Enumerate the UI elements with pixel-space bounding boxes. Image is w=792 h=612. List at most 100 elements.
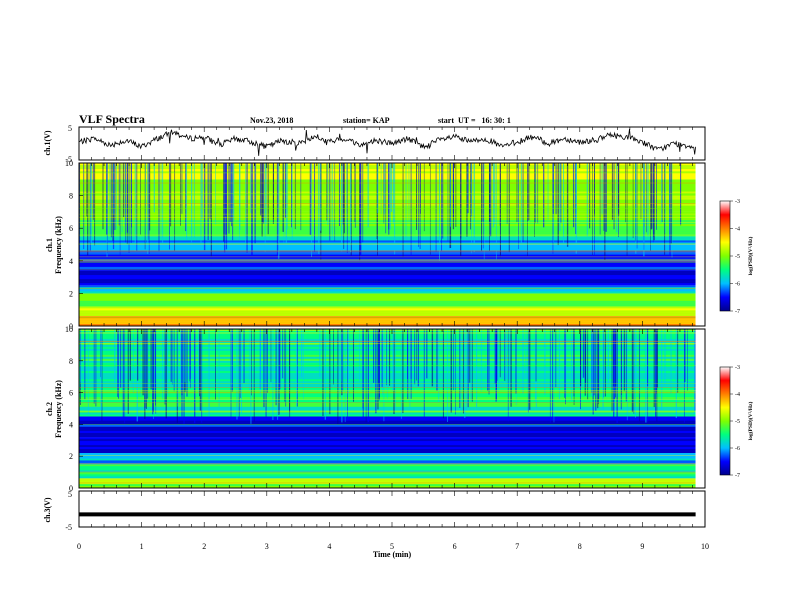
ch2-colorbar-gradient — [720, 367, 730, 475]
spectrogram-row — [79, 289, 696, 292]
ch1-spectrogram-yticks: 0 2 4 6 8 10 — [65, 159, 83, 331]
spectrogram-row — [79, 297, 696, 299]
spectrogram-row — [79, 203, 696, 206]
colorbar-tick-label: -7 — [735, 309, 740, 315]
spectrogram-row — [79, 408, 696, 411]
spectrogram-row — [79, 262, 696, 265]
spectrogram-row — [79, 466, 696, 469]
xtick-label-6: 6 — [453, 542, 457, 551]
ch3-waveform-xticks — [78, 491, 706, 527]
spectrogram-row — [79, 191, 696, 194]
spectrogram-row — [79, 464, 696, 467]
spectrogram-row — [79, 428, 696, 431]
spectrogram-row — [79, 445, 696, 448]
spectrogram-row — [79, 401, 696, 403]
spectrogram-row — [79, 458, 696, 461]
spectrogram-row — [79, 163, 696, 166]
spectrogram-row — [79, 177, 696, 180]
ch1-colorbar-ticks: -3 -4 -5 -6 -7 — [730, 199, 740, 315]
spectrogram-row — [79, 439, 696, 442]
spectrogram-row — [79, 460, 696, 463]
spectrogram-row — [79, 422, 696, 425]
figure-station: station= KAP — [343, 116, 390, 125]
ch2-spectrogram-ytick-label: 0 — [69, 484, 73, 493]
xtick-label-10: 10 — [701, 542, 709, 551]
ch3-ytick-bottom: -5 — [65, 523, 72, 532]
spectrogram-row — [79, 435, 696, 438]
spectrogram-row — [79, 224, 696, 227]
colorbar-tick-label: -5 — [735, 419, 740, 425]
ch1-waveform-panel: 5 -5 ch.1(V) — [43, 124, 706, 164]
trace-line — [78, 128, 696, 156]
colorbar-tick-label: -7 — [735, 473, 740, 479]
spectrogram-row — [79, 312, 696, 315]
spectrogram-row — [79, 437, 696, 440]
spectrogram-row — [79, 187, 696, 190]
colorbar-tick-label: -5 — [735, 254, 740, 260]
spectrogram-row — [79, 404, 696, 407]
ch2-spectrogram-panel: 0 2 4 6 8 10 ch.2 Frequency (kHz) — [45, 325, 706, 493]
spectrogram-row — [79, 279, 696, 282]
xtick-label-7: 7 — [515, 542, 519, 551]
spectrogram-row — [79, 302, 696, 305]
xtick-label-2: 2 — [202, 542, 206, 551]
spectrogram-row — [79, 308, 696, 311]
ch2-colorbar: -3 -4 -5 -6 -7 log(PSD)(V²/Hz) — [719, 365, 754, 479]
ch1-spectrogram-ytick-label: 8 — [69, 192, 73, 201]
spectrogram-row — [79, 468, 696, 471]
spectrogram-row — [79, 222, 696, 225]
figure-title: VLF Spectra — [79, 112, 145, 126]
spectrogram-row — [79, 175, 696, 178]
xtick-label-8: 8 — [578, 542, 582, 551]
spectrogram-row — [79, 183, 696, 186]
spectrogram-row — [79, 486, 696, 488]
spectrogram-row — [79, 209, 696, 212]
spectrogram-row — [79, 273, 696, 276]
ch1-spectrogram-ytick-label: 6 — [69, 224, 73, 233]
spectrogram-row — [79, 441, 696, 444]
spectrogram-row — [79, 449, 696, 452]
ch2-spectrogram-yticks: 0 2 4 6 8 10 — [65, 325, 83, 493]
spectrogram-row — [79, 399, 696, 402]
spectrogram-row — [79, 226, 696, 229]
ch3-waveform-frame — [78, 490, 706, 528]
ch2-spectrogram-ytick-label: 10 — [65, 325, 73, 334]
spectrogram-row — [79, 484, 696, 487]
spectrogram-row — [79, 420, 696, 423]
spectrogram-row — [79, 412, 696, 415]
spectrogram-row — [79, 283, 696, 286]
spectrogram-row — [79, 213, 696, 216]
ch1-spectrogram-xticks — [78, 163, 706, 326]
spectrogram-row — [79, 256, 696, 259]
spectrogram-row — [79, 277, 696, 280]
spectrogram-row — [79, 169, 696, 172]
ch1-colorbar-gradient — [720, 201, 730, 311]
spectrogram-row — [79, 304, 696, 307]
xtick-label-5: 5 — [390, 542, 394, 551]
ch2-spectrogram-image — [79, 329, 705, 488]
colorbar-tick-label: -4 — [735, 392, 740, 398]
spectrogram-row — [79, 482, 696, 485]
colorbar-tick-label: -3 — [735, 365, 740, 371]
spectrogram-row — [79, 293, 696, 296]
ch2-spectrogram-ylabel-channel: ch.2 — [45, 402, 54, 416]
spectrogram-row — [79, 285, 696, 288]
ch1-colorbar-label: log(PSD)(V²/Hz) — [747, 237, 754, 276]
spectrogram-row — [79, 238, 696, 241]
spectrogram-row — [79, 165, 696, 168]
spectrogram-row — [79, 470, 696, 473]
ch1-waveform-ylabel: ch.1(V) — [43, 130, 52, 155]
spectrogram-row — [79, 402, 696, 405]
ch1-spectrogram-ytick-label: 2 — [69, 289, 73, 298]
spectrogram-row — [79, 260, 696, 263]
spectrogram-row — [79, 414, 696, 417]
spectrogram-row — [79, 236, 696, 239]
ch2-spectrogram-xticks — [78, 329, 706, 488]
spectrogram-row — [79, 281, 696, 284]
spectrogram-row — [79, 416, 696, 419]
xaxis-label: Time (min) — [373, 550, 412, 559]
spectrogram-row — [79, 248, 696, 251]
figure-start-time: start UT = 16: 30: 1 — [438, 116, 511, 125]
spectrogram-row — [79, 424, 696, 427]
